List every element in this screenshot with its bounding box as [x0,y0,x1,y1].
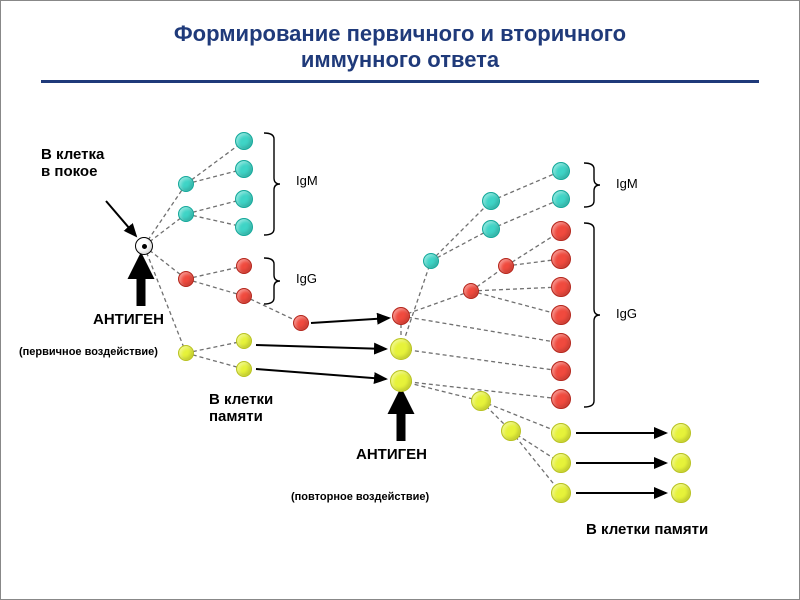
annotation-primary: (первичное воздействие) [19,346,158,358]
cell-s_teal_2 [482,220,500,238]
label-igg-secondary: IgG [616,306,637,321]
slide: Формирование первичного и вторичного имм… [0,0,800,600]
cell-s_red_7 [551,389,571,409]
cell-teal_gen2_1 [235,132,253,150]
label-antigen-primary: АНТИГЕН [93,311,164,328]
cell-s_red_5 [551,333,571,353]
cell-s_yel_1 [551,423,571,443]
cell-s_red_4 [551,305,571,325]
cell-s_teal_3 [552,162,570,180]
cell-s_yel_2 [551,453,571,473]
cell-mid_yel_bot [390,370,412,392]
cell-teal_gen2_2 [235,160,253,178]
title-bar: Формирование первичного и вторичного имм… [41,21,759,83]
cell-yel_gen2_bot [236,361,252,377]
cell-b_rest [135,237,153,255]
cell-out_yel_1 [671,423,691,443]
label-memory-secondary: В клетки памяти [586,521,708,538]
cell-teal_gen1_bot [178,206,194,222]
label-antigen-secondary: АНТИГЕН [356,446,427,463]
cell-yel_gen2_top [236,333,252,349]
label-memory-primary: В клетки памяти [209,391,273,425]
diagram-area: В клетка в покое АНТИГЕН IgM IgG В клетк… [1,101,800,591]
cell-red_gen1 [178,271,194,287]
cell-red_gen3 [293,315,309,331]
cell-mid_teal [423,253,439,269]
cell-out_yel_3 [671,483,691,503]
cell-s_red_6 [551,361,571,381]
slide-title: Формирование первичного и вторичного имм… [41,21,759,74]
label-igm-secondary: IgM [616,176,638,191]
cell-s_yel_a [471,391,491,411]
cell-s_yel_3 [551,483,571,503]
label-bcell-resting: В клетка в покое [41,146,104,180]
cell-s_teal_1 [482,192,500,210]
cell-s_teal_4 [552,190,570,208]
cell-yel_gen1 [178,345,194,361]
cell-mid_red [392,307,410,325]
cell-s_red_a [463,283,479,299]
cell-s_yel_b [501,421,521,441]
cell-s_red_2 [551,249,571,269]
cell-teal_gen1_top [178,176,194,192]
cell-red_gen2_top [236,258,252,274]
cell-teal_gen2_3 [235,190,253,208]
cell-teal_gen2_4 [235,218,253,236]
cell-mid_yel_top [390,338,412,360]
cell-s_red_b [498,258,514,274]
label-igm-primary: IgM [296,173,318,188]
cell-red_gen2_bot [236,288,252,304]
annotation-secondary: (повторное воздействие) [291,491,429,503]
cell-s_red_3 [551,277,571,297]
label-igg-primary: IgG [296,271,317,286]
cell-out_yel_2 [671,453,691,473]
cell-s_red_1 [551,221,571,241]
